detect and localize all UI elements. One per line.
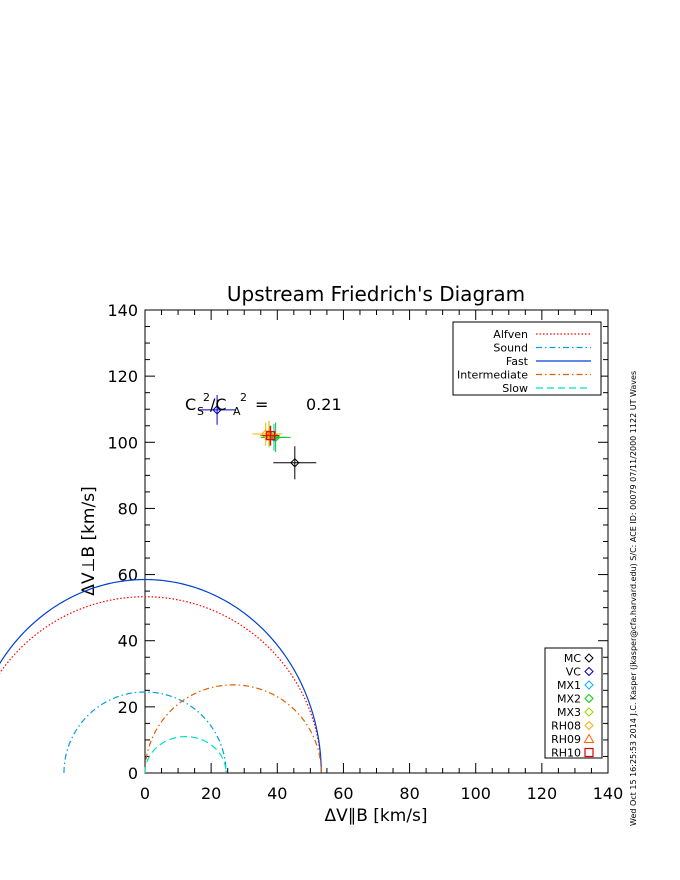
points-legend-label: MX3 — [557, 706, 581, 719]
point-vc — [198, 394, 236, 425]
points-legend-marker — [584, 707, 594, 717]
points-legend-marker — [584, 680, 594, 690]
curve-fast — [0, 578, 322, 774]
points-legend-label: RH10 — [551, 747, 581, 760]
x-tick-label: 100 — [460, 784, 491, 803]
points-legend-label: MC — [564, 652, 581, 665]
points-legend-label: RH09 — [551, 733, 581, 746]
y-tick-label: 120 — [107, 367, 138, 386]
curve-sound — [63, 691, 227, 774]
ratio-ca-sub: A — [233, 405, 241, 418]
x-tick-labels: 0 20 40 60 80 100 120 140 — [140, 784, 623, 803]
chart-title: Upstream Friedrich's Diagram — [227, 282, 525, 306]
curve-intermediate — [144, 684, 322, 774]
points-legend-label: VC — [566, 666, 582, 679]
ratio-value: 0.21 — [306, 395, 342, 414]
ratio-cs: C — [185, 395, 196, 414]
points-legend-box — [544, 647, 603, 759]
ratio-sup2: 2 — [240, 391, 247, 404]
points-legend-marker — [584, 653, 594, 663]
ratio-annotation: C S 2 /C A 2 = 0.21 — [185, 391, 342, 418]
curves-legend-label: Sound — [493, 342, 528, 355]
curves-legend-label: Intermediate — [457, 369, 528, 382]
y-tick-label: 140 — [107, 301, 138, 320]
points-legend-marker — [583, 733, 595, 743]
x-tick-label: 0 — [140, 784, 150, 803]
y-tick-label: 0 — [128, 764, 138, 783]
points-legend-marker — [584, 693, 594, 704]
point-marker — [266, 431, 276, 441]
points-legend-marker — [584, 747, 594, 758]
points-legend-marker — [584, 666, 594, 677]
x-tick-label: 140 — [593, 784, 624, 803]
points-legend-label: MX2 — [557, 693, 581, 706]
x-tick-label: 60 — [333, 784, 353, 803]
curves-legend-box — [452, 321, 602, 396]
x-axis-label: ΔV∥B [km/s] — [324, 806, 427, 826]
y-tick-label: 100 — [107, 433, 138, 452]
point-marker — [212, 405, 222, 415]
ratio-equals: = — [255, 395, 268, 414]
curves-group — [0, 578, 322, 774]
points-group — [198, 394, 317, 480]
points-legend-label: RH08 — [551, 720, 581, 733]
ratio-sup1: 2 — [203, 391, 210, 404]
y-axis-label: ΔV⊥B [km/s] — [79, 486, 99, 595]
y-tick-label: 40 — [118, 632, 138, 651]
axis-ticks — [144, 309, 609, 774]
curves-legend-label: Alfven — [493, 328, 528, 341]
x-tick-label: 120 — [527, 784, 558, 803]
curves-legend-label: Fast — [506, 355, 529, 368]
side-caption: Wed Oct 15 16:25:53 2014 J.C. Kasper (jk… — [629, 371, 638, 826]
ratio-slash: /C — [210, 395, 227, 414]
point-mc — [273, 446, 317, 480]
y-tick-label: 80 — [118, 499, 138, 518]
x-tick-label: 40 — [267, 784, 287, 803]
curve-slow — [144, 736, 227, 774]
x-tick-label: 80 — [399, 784, 419, 803]
point-rh10 — [262, 425, 279, 446]
x-tick-label: 20 — [201, 784, 221, 803]
ratio-cs-sub: S — [197, 405, 204, 418]
points-legend-label: MX1 — [557, 679, 581, 692]
point-marker — [290, 458, 300, 468]
y-tick-label: 20 — [118, 698, 138, 717]
curve-alfven — [0, 596, 322, 774]
curves-legend-label: Slow — [502, 382, 528, 395]
points-legend-marker — [584, 720, 594, 731]
